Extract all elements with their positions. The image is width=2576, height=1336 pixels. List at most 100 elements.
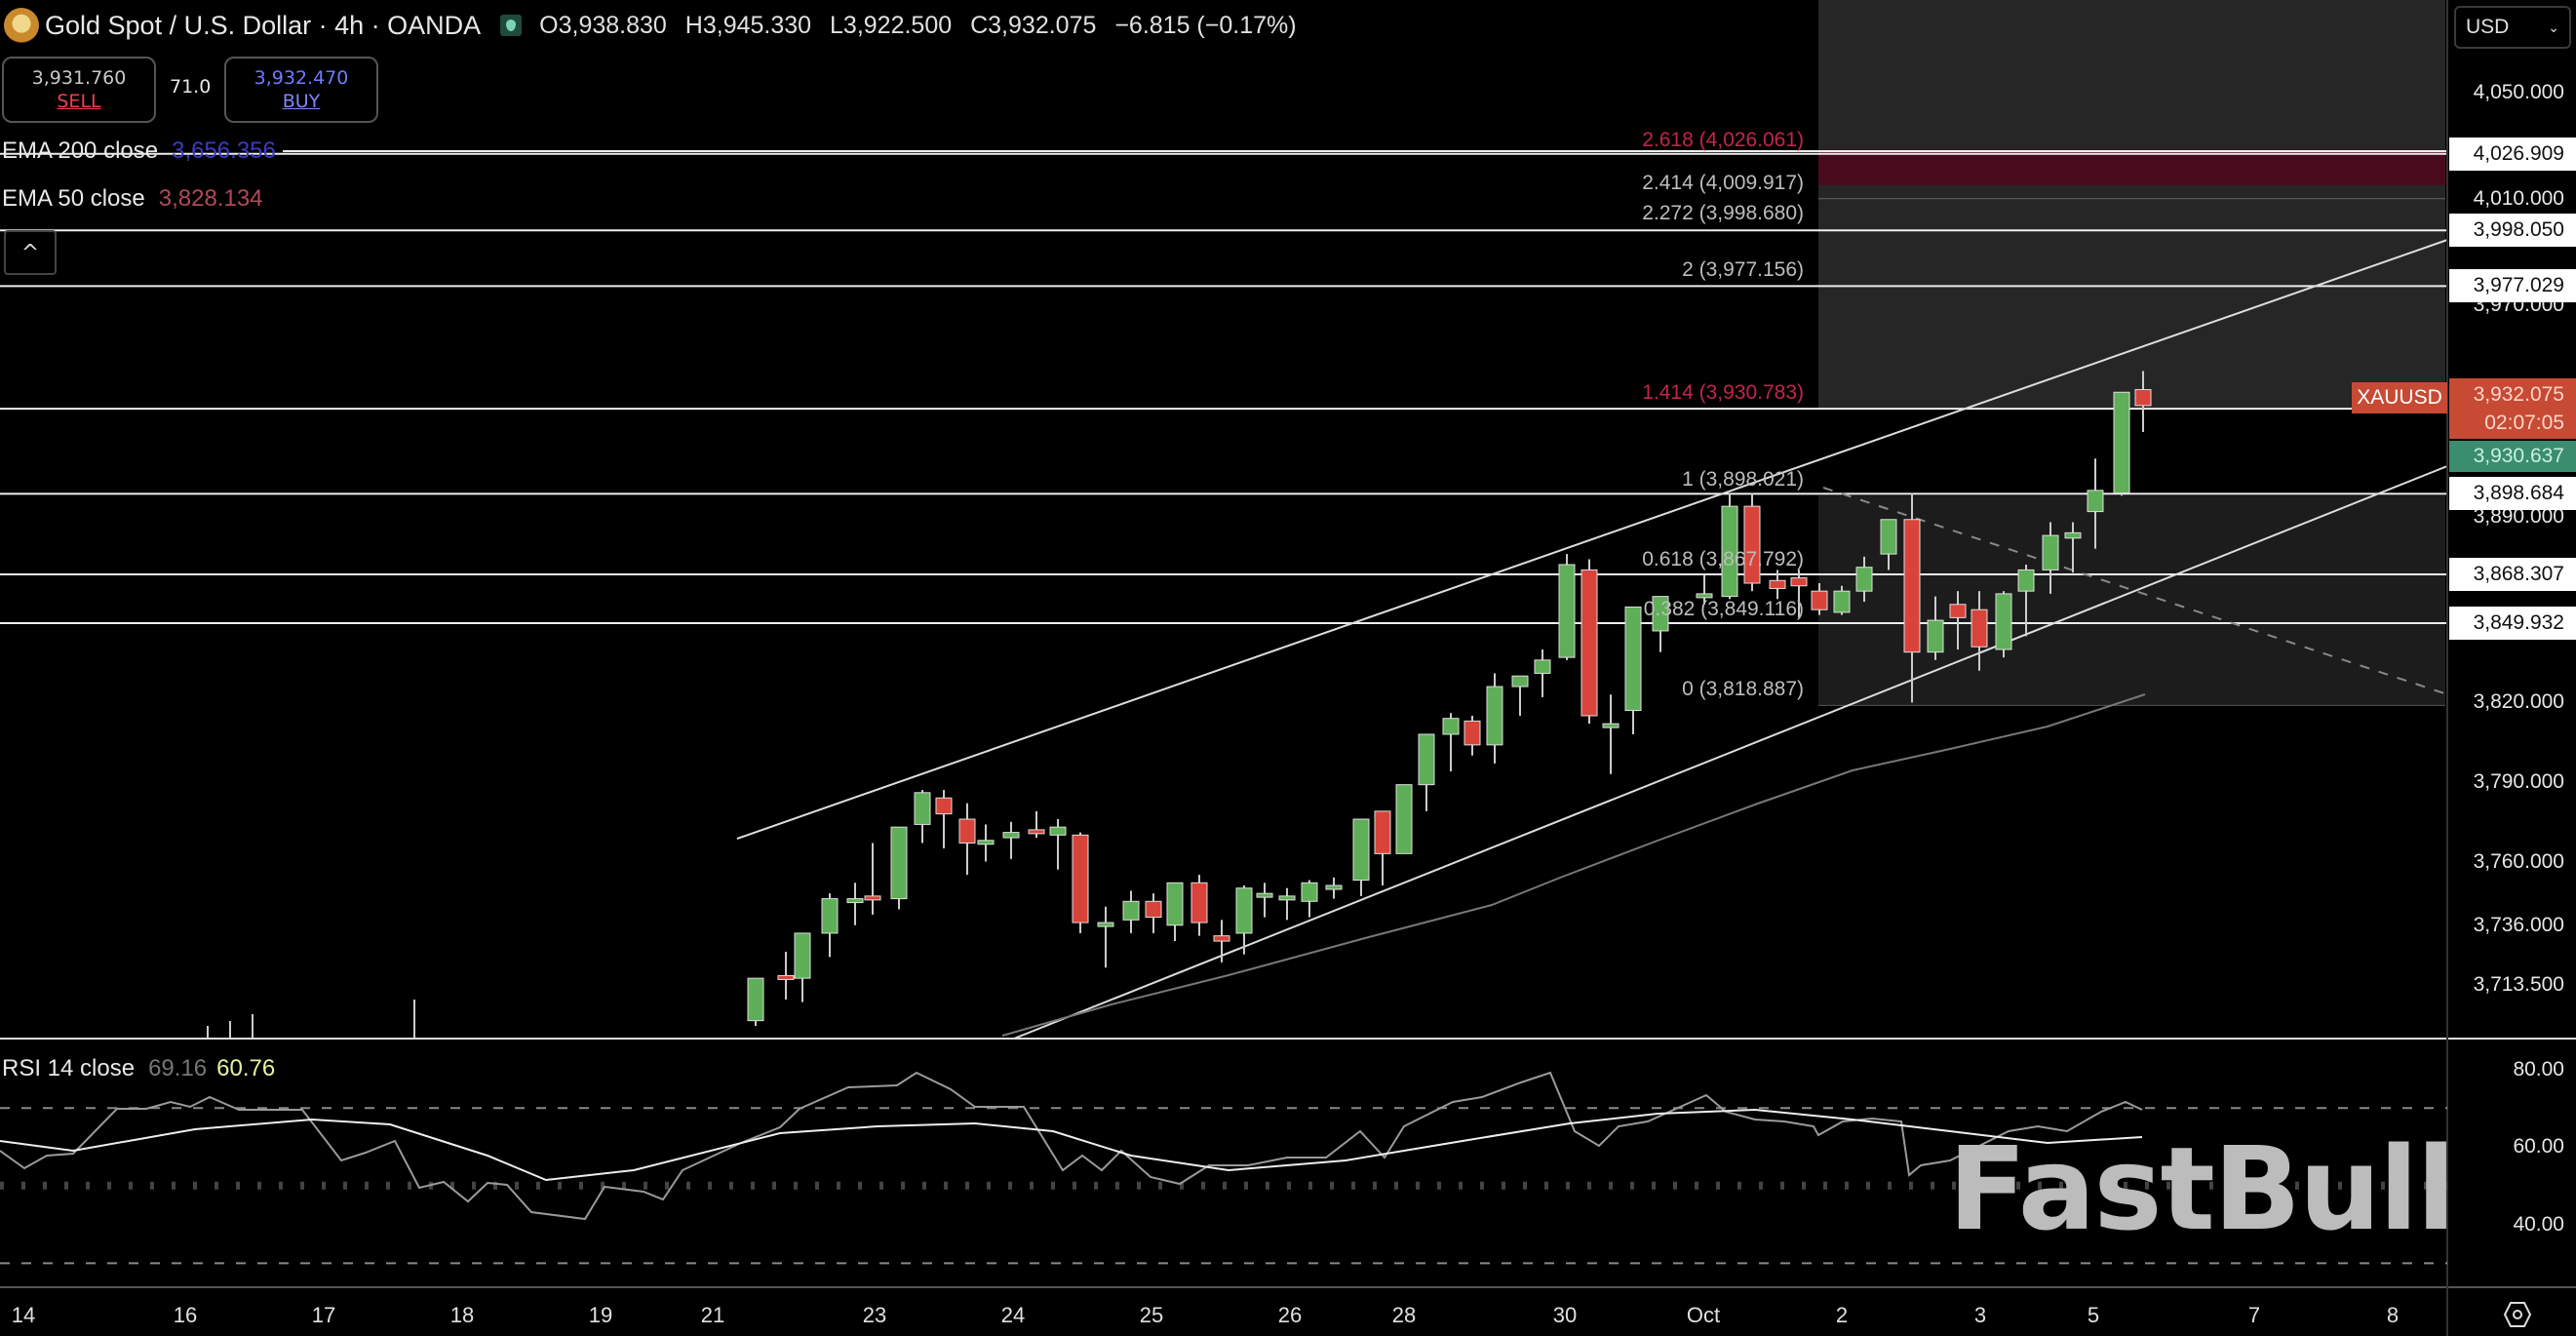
candle-down xyxy=(1190,882,1208,923)
price-level-tag: 3,977.029 xyxy=(2449,269,2576,303)
candle-down xyxy=(1903,519,1921,653)
candle-up xyxy=(1325,884,1343,890)
candle-up xyxy=(890,826,908,900)
candle-up xyxy=(1049,826,1067,836)
candle-down xyxy=(1145,900,1162,919)
spread-value: 71.0 xyxy=(170,76,212,98)
time-label: 3 xyxy=(1973,1303,1987,1327)
channel-lower-line xyxy=(1013,465,2448,1040)
high-value: 3,945.330 xyxy=(702,11,812,39)
candle-up xyxy=(1278,895,1296,901)
candle-up xyxy=(1855,567,1873,592)
symbol-tag: XAUUSD xyxy=(2352,382,2447,413)
chart-settings-icon[interactable] xyxy=(2503,1300,2532,1329)
currency-value: USD xyxy=(2466,16,2510,38)
ohlc-values: O3,938.830 H3,945.330 L3,922.500 C3,932.… xyxy=(539,12,1296,40)
price-level-tag: 3,898.684 xyxy=(2449,477,2576,511)
fib-level-label: 2.272 (3,998.680) xyxy=(1642,201,1804,224)
price-tick: 4,050.000 xyxy=(2473,81,2564,103)
channel-upper-line xyxy=(736,239,2448,840)
market-open-icon xyxy=(500,15,523,36)
symbol-header: Gold Spot / U.S. Dollar · 4h · OANDA O3,… xyxy=(0,0,1297,51)
fib-level-label: 0 (3,818.887) xyxy=(1682,678,1804,701)
candle-down xyxy=(1769,579,1786,589)
symbol-title[interactable]: Gold Spot / U.S. Dollar · 4h · OANDA xyxy=(45,10,482,40)
candle-down xyxy=(1790,577,1808,587)
fib-level-label: 2 (3,977.156) xyxy=(1682,258,1804,282)
candle-up xyxy=(1534,659,1551,674)
candle-up xyxy=(1235,887,1253,934)
time-label: 7 xyxy=(2247,1303,2261,1327)
gold-coin-icon xyxy=(4,8,39,43)
candle-down xyxy=(1743,505,1761,584)
ema200-label: EMA 200 close xyxy=(2,138,159,164)
candle-up xyxy=(1486,686,1503,746)
candle-up xyxy=(1602,723,1620,728)
high-label: H xyxy=(684,11,703,39)
candle-down xyxy=(935,797,953,815)
candle-down xyxy=(1811,590,1828,610)
collapse-legend-button[interactable]: ^ xyxy=(4,230,57,275)
candle-up xyxy=(914,792,931,825)
candle-down xyxy=(1581,569,1598,717)
fastbull-watermark: FastBull xyxy=(1948,1121,2456,1256)
buy-price: 3,932.470 xyxy=(254,67,349,89)
candle-up xyxy=(1166,882,1184,926)
candle-up xyxy=(1652,596,1669,632)
price-tick: 3,736.000 xyxy=(2473,913,2564,936)
chevron-down-icon: ⌄ xyxy=(2548,19,2559,35)
fib-level-label: 2.414 (4,009.917) xyxy=(1642,171,1804,194)
fib-zone-lower xyxy=(1818,495,2445,706)
candle-up xyxy=(1696,593,1713,599)
candle-up xyxy=(2042,534,2059,570)
rsi-ma-value: 60.76 xyxy=(216,1055,276,1081)
candle-up xyxy=(846,898,864,904)
close-value: 3,932.075 xyxy=(988,11,1097,39)
price-tick: 3,790.000 xyxy=(2473,769,2564,793)
candle-up xyxy=(821,898,839,934)
buy-label: BUY xyxy=(282,91,321,112)
price-level-tag: 3,849.932 xyxy=(2449,606,2576,640)
price-level-tag: 3,868.307 xyxy=(2449,558,2576,592)
candle-up xyxy=(1927,619,1944,653)
buy-button[interactable]: 3,932.470 BUY xyxy=(224,57,378,123)
time-label: 8 xyxy=(2386,1303,2400,1327)
candle-up xyxy=(1558,564,1576,658)
rsi-label: RSI 14 close xyxy=(2,1055,136,1081)
candle-up xyxy=(1624,606,1642,712)
ema50-line xyxy=(1001,693,2146,1037)
price-level-tag: 3,998.050 xyxy=(2449,214,2576,248)
price-tick: 3,713.500 xyxy=(2473,972,2564,996)
candle-down xyxy=(1374,810,1391,854)
time-label: 19 xyxy=(588,1303,613,1327)
fib-level-label: 2.618 (4,026.061) xyxy=(1642,129,1804,152)
rsi-tick-40: 40.00 xyxy=(2513,1213,2564,1236)
rsi-legend[interactable]: RSI 14 close 69.16 60.76 xyxy=(2,1055,275,1082)
ema50-label: EMA 50 close xyxy=(2,185,145,212)
time-label: 2 xyxy=(1835,1303,1849,1327)
time-label: 21 xyxy=(700,1303,725,1327)
time-label: Oct xyxy=(1686,1303,1721,1327)
rsi-tick-80: 80.00 xyxy=(2513,1058,2564,1081)
candle-up xyxy=(1418,733,1435,786)
change-value: −6.815 (−0.17%) xyxy=(1114,11,1297,39)
sell-label: SELL xyxy=(57,91,101,112)
candle-up xyxy=(1122,900,1140,921)
chevron-up-icon: ^ xyxy=(20,240,40,265)
currency-selector[interactable]: USD ⌄ xyxy=(2454,6,2571,49)
ema200-legend[interactable]: EMA 200 close 3,656.356 xyxy=(2,138,276,165)
candle-down xyxy=(958,818,976,844)
candle-down xyxy=(864,895,881,901)
current-price-tag: 3,932.075 02:07:05 xyxy=(2449,378,2576,439)
current-price: 3,932.075 xyxy=(2473,383,2564,406)
candle-down xyxy=(1028,829,1045,835)
candle-down xyxy=(1949,604,1967,618)
sell-button[interactable]: 3,931.760 SELL xyxy=(2,57,156,123)
open-label: O xyxy=(539,11,559,39)
fib-zone-upper xyxy=(1818,0,2445,410)
ema50-legend[interactable]: EMA 50 close 3,828.134 xyxy=(2,185,263,213)
candle-down xyxy=(1072,834,1089,923)
fib-level-label: 1 (3,898.021) xyxy=(1682,468,1804,491)
time-label: 5 xyxy=(2087,1303,2100,1327)
